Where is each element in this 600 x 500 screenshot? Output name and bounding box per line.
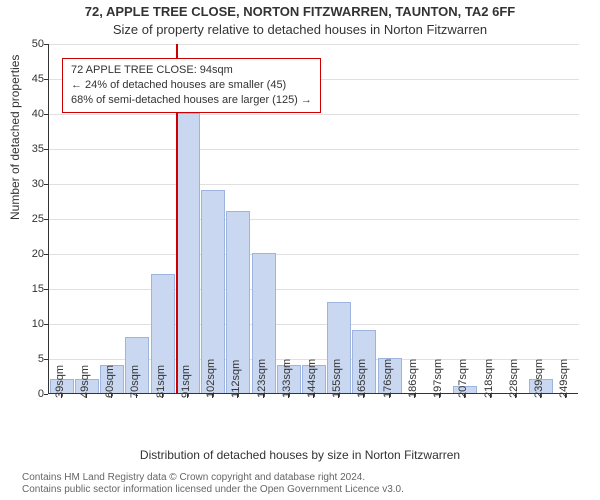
ytick-mark [44, 394, 48, 395]
xtick-label: 249sqm [558, 359, 570, 398]
xtick-label: 165sqm [356, 359, 368, 398]
xtick-label: 197sqm [432, 359, 444, 398]
ytick-mark [44, 219, 48, 220]
ytick-mark [44, 79, 48, 80]
xtick-label: 91sqm [180, 365, 192, 398]
gridline [49, 44, 579, 45]
ytick-label: 30 [14, 178, 44, 190]
ytick-label: 50 [14, 38, 44, 50]
ytick-mark [44, 289, 48, 290]
footer-attribution: Contains HM Land Registry data © Crown c… [22, 472, 404, 496]
chart-title-sub: Size of property relative to detached ho… [0, 22, 600, 37]
xtick-label: 39sqm [54, 365, 66, 398]
gridline [49, 324, 579, 325]
ytick-label: 5 [14, 353, 44, 365]
ytick-label: 25 [14, 213, 44, 225]
xtick-label: 60sqm [104, 365, 116, 398]
property-info-box: 72 APPLE TREE CLOSE: 94sqm ← 24% of deta… [62, 58, 321, 113]
xtick-label: 155sqm [331, 359, 343, 398]
xtick-label: 70sqm [129, 365, 141, 398]
gridline [49, 254, 579, 255]
ytick-label: 45 [14, 73, 44, 85]
xtick-label: 123sqm [256, 359, 268, 398]
xtick-label: 102sqm [205, 359, 217, 398]
ytick-label: 40 [14, 108, 44, 120]
ytick-mark [44, 149, 48, 150]
xtick-label: 112sqm [230, 360, 242, 398]
gridline [49, 114, 579, 115]
xtick-label: 176sqm [382, 359, 394, 398]
ytick-label: 20 [14, 248, 44, 260]
xtick-label: 133sqm [281, 359, 293, 398]
ytick-label: 35 [14, 143, 44, 155]
histogram-bar [176, 113, 200, 393]
ytick-mark [44, 184, 48, 185]
xtick-label: 218sqm [483, 359, 495, 398]
footer-line2: Contains public sector information licen… [22, 484, 404, 496]
xtick-label: 228sqm [508, 359, 520, 398]
gridline [49, 149, 579, 150]
ytick-label: 15 [14, 283, 44, 295]
gridline [49, 289, 579, 290]
infobox-line2: ← 24% of detached houses are smaller (45… [71, 78, 312, 93]
property-size-histogram: 72, APPLE TREE CLOSE, NORTON FITZWARREN,… [0, 0, 600, 500]
gridline [49, 184, 579, 185]
ytick-mark [44, 324, 48, 325]
chart-title-main: 72, APPLE TREE CLOSE, NORTON FITZWARREN,… [0, 4, 600, 19]
xtick-label: 49sqm [79, 365, 91, 398]
xtick-label: 207sqm [457, 359, 469, 398]
xtick-label: 144sqm [306, 359, 318, 398]
xtick-label: 81sqm [155, 365, 167, 398]
ytick-label: 10 [14, 318, 44, 330]
infobox-line1: 72 APPLE TREE CLOSE: 94sqm [71, 63, 312, 78]
xtick-label: 186sqm [407, 359, 419, 398]
ytick-mark [44, 114, 48, 115]
infobox-line3: 68% of semi-detached houses are larger (… [71, 93, 312, 108]
ytick-mark [44, 359, 48, 360]
footer-line1: Contains HM Land Registry data © Crown c… [22, 472, 404, 484]
ytick-label: 0 [14, 388, 44, 400]
xtick-label: 239sqm [533, 359, 545, 398]
gridline [49, 219, 579, 220]
ytick-mark [44, 44, 48, 45]
ytick-mark [44, 254, 48, 255]
x-axis-label: Distribution of detached houses by size … [0, 448, 600, 462]
